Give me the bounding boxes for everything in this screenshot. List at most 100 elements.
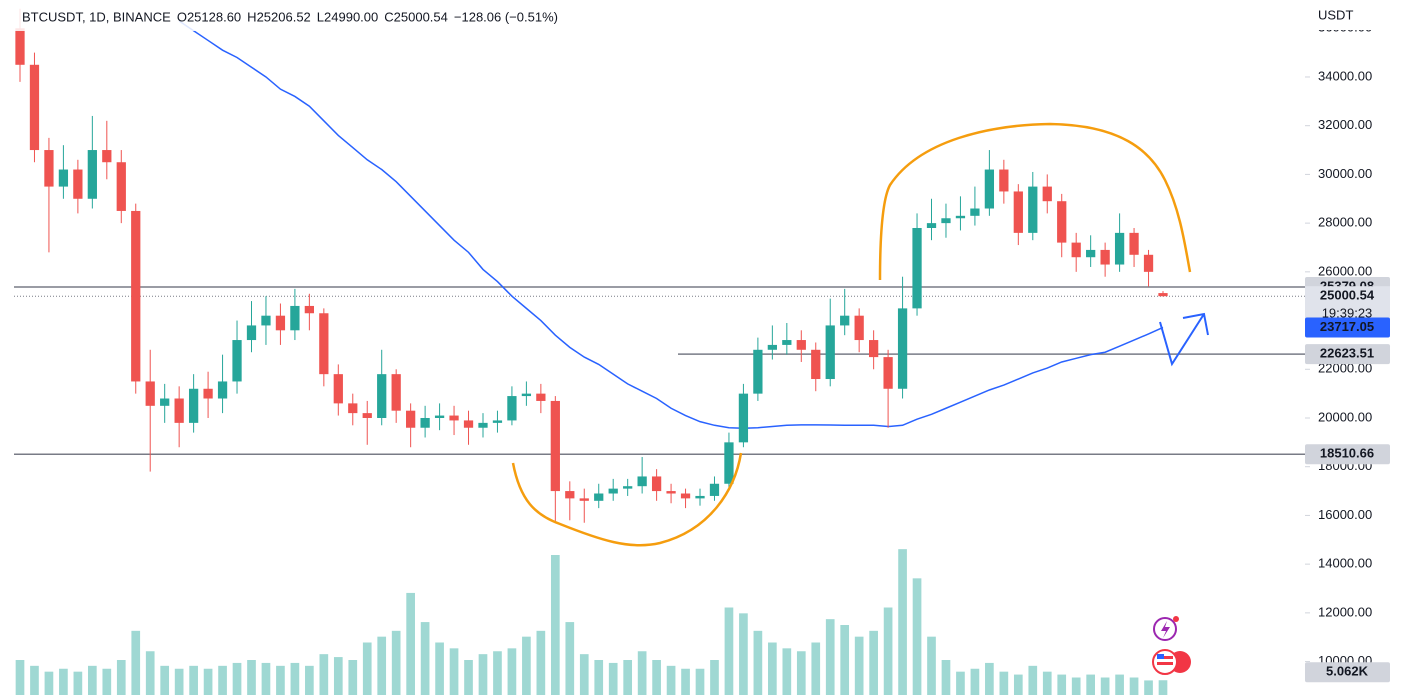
- volume-bar: [522, 636, 531, 695]
- ma-label: 23717.05: [1320, 319, 1374, 334]
- y-tick-label: 14000.00: [1318, 556, 1372, 571]
- candle-body: [232, 340, 242, 382]
- candle-body: [1071, 242, 1081, 258]
- volume-bar: [1071, 677, 1081, 695]
- volume-bar: [305, 665, 314, 695]
- candle-body: [420, 417, 430, 428]
- volume-bar: [160, 665, 170, 695]
- volume-bar: [30, 665, 39, 695]
- candle-body: [869, 340, 879, 358]
- flag-stripe: [1157, 656, 1173, 659]
- volume-label: 5.062K: [1326, 664, 1369, 679]
- volume-bar: [348, 660, 358, 695]
- candle-body: [1013, 191, 1023, 233]
- candle-body: [217, 381, 228, 399]
- candle-body: [709, 483, 720, 496]
- volume-bar: [941, 660, 951, 695]
- candle-body: [550, 400, 560, 492]
- candle-body: [825, 325, 835, 380]
- volume-bar: [232, 662, 242, 695]
- symbol: BTCUSDT, 1D, BINANCE: [22, 9, 171, 24]
- candle-body: [883, 357, 893, 389]
- candle-body: [854, 315, 864, 341]
- candle-body: [579, 498, 589, 501]
- volume-bar: [724, 607, 734, 695]
- candle-body: [738, 393, 749, 443]
- y-tick-label: 16000.00: [1318, 507, 1372, 522]
- volume-bar: [768, 642, 777, 695]
- volume-bar: [681, 668, 690, 695]
- volume-bar: [695, 668, 705, 695]
- candle-body: [15, 28, 25, 65]
- candle-body: [926, 223, 937, 228]
- candle-body: [651, 476, 662, 492]
- volume-bar: [1013, 674, 1023, 695]
- alert-dot: [1173, 616, 1179, 622]
- volume-bar: [406, 592, 415, 695]
- candle-body: [102, 150, 112, 163]
- candle-body: [521, 393, 532, 397]
- candle-body: [246, 325, 257, 341]
- volume-bar: [550, 555, 560, 695]
- ma-label-box: [1305, 317, 1390, 338]
- volume-bar: [666, 665, 676, 695]
- volume-bar: [753, 630, 763, 695]
- volume-bar: [970, 668, 980, 695]
- volume-bar: [579, 654, 589, 695]
- volume-bar: [261, 662, 271, 695]
- volume-bar: [1129, 677, 1139, 695]
- y-tick-label: 34000.00: [1318, 68, 1372, 83]
- candle-body: [1028, 186, 1038, 233]
- volume-bar: [319, 654, 329, 695]
- candle-body: [406, 410, 416, 428]
- dome-drawing: [878, 122, 1192, 281]
- moving-average: [178, 20, 1164, 429]
- candle-body: [594, 493, 604, 501]
- flag-stripe: [1157, 662, 1173, 665]
- candle-body: [999, 169, 1009, 192]
- icons: [1152, 616, 1191, 675]
- volume-bar: [956, 671, 965, 695]
- volume-bar: [102, 668, 112, 695]
- volume-bar: [507, 648, 517, 695]
- volume-bar: [1100, 677, 1110, 695]
- candle-body: [608, 488, 618, 494]
- candle-body: [941, 218, 951, 224]
- volume-bar: [174, 668, 184, 695]
- arrow-head: [1182, 312, 1209, 336]
- candle-body: [1129, 232, 1139, 255]
- candle-body: [536, 393, 546, 401]
- volume-bar: [145, 651, 155, 695]
- ohlc-key: L: [317, 9, 324, 24]
- cup-drawing: [511, 452, 743, 547]
- volume-bar: [912, 578, 922, 695]
- candle-body: [145, 381, 155, 406]
- volume-bar: [710, 660, 719, 695]
- volume-bar: [493, 651, 502, 695]
- volume-bar: [536, 630, 546, 695]
- candle-body: [29, 64, 40, 151]
- volume-bar: [88, 665, 97, 695]
- volume-bar: [15, 660, 25, 695]
- ohlc-value: 25206.52: [257, 9, 311, 24]
- volume-bar: [869, 630, 878, 695]
- currency: USDT: [1318, 7, 1353, 22]
- volume-bar: [478, 654, 488, 695]
- y-tick-label: 26000.00: [1318, 263, 1372, 278]
- candle-body: [1086, 249, 1096, 258]
- candle-body: [753, 349, 763, 394]
- volume-bar: [44, 671, 54, 695]
- level-label-box: [1305, 344, 1390, 365]
- volume-bar: [420, 622, 430, 695]
- volume-bar: [854, 636, 864, 695]
- axis-head: [1305, 0, 1408, 30]
- volume-bar: [1057, 674, 1067, 695]
- level-label-box: [1305, 444, 1390, 465]
- drawings: [511, 122, 1209, 547]
- candle-body: [666, 491, 676, 494]
- volume-bar: [247, 660, 256, 695]
- candle-body: [507, 396, 517, 421]
- candle-body: [73, 169, 83, 199]
- candle-body: [637, 476, 647, 487]
